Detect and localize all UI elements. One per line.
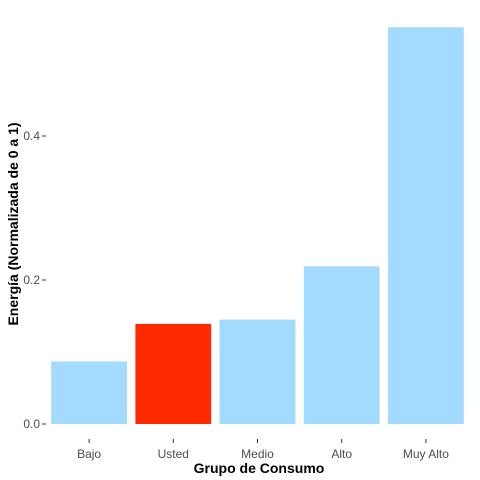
bar-muy-alto	[388, 27, 464, 425]
x-axis-title: Grupo de Consumo	[194, 460, 325, 476]
y-axis-title: Energía (Normalizada de 0 a 1)	[5, 122, 21, 325]
y-tick-label: 0.4	[23, 129, 40, 143]
x-tick-label-muy-alto: Muy Alto	[403, 447, 449, 461]
bar-medio	[219, 319, 296, 424]
y-axis: 0.0 0.2 0.4	[23, 129, 46, 431]
y-tick-label: 0.0	[23, 417, 40, 431]
bars-layer	[51, 27, 464, 425]
bar-bajo	[51, 361, 127, 424]
bar-alto	[303, 266, 380, 424]
y-tick-label: 0.2	[23, 273, 40, 287]
x-tick-label-bajo: Bajo	[77, 447, 101, 461]
bar-usted	[135, 323, 212, 424]
x-axis: Bajo Usted Medio Alto Muy Alto	[77, 439, 449, 461]
x-tick-label-medio: Medio	[241, 447, 274, 461]
x-tick-label-alto: Alto	[331, 447, 352, 461]
x-tick-label-usted: Usted	[158, 447, 189, 461]
